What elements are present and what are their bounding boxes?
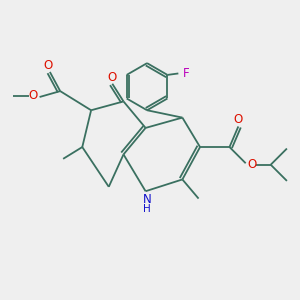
Text: N: N <box>142 193 151 206</box>
Text: F: F <box>183 67 189 80</box>
Text: O: O <box>28 89 37 102</box>
Text: O: O <box>248 158 257 171</box>
Text: O: O <box>108 71 117 84</box>
Text: O: O <box>234 113 243 127</box>
Text: O: O <box>44 59 53 72</box>
Text: H: H <box>143 205 151 214</box>
